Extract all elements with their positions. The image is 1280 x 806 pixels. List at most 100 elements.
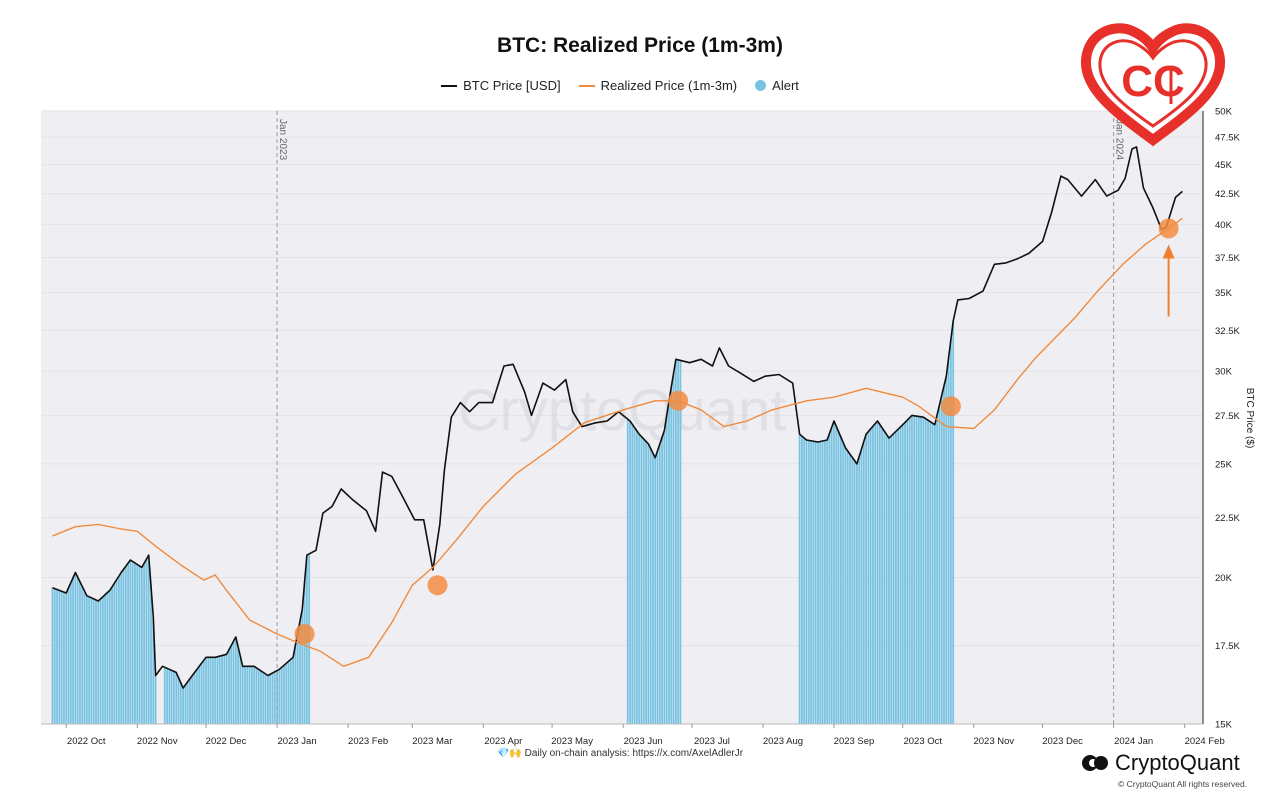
alert-bar — [943, 385, 945, 724]
alert-bar — [894, 431, 897, 724]
alert-bar — [175, 672, 178, 724]
alert-bar — [862, 441, 865, 724]
alert-bar — [122, 569, 125, 724]
legend-item-price[interactable]: BTC Price [USD] — [441, 78, 561, 93]
legend-item-alert[interactable]: Alert — [755, 78, 799, 93]
alert-bar — [85, 595, 88, 724]
alert-bar — [152, 617, 155, 724]
alert-bar — [805, 440, 808, 724]
alert-bar — [53, 588, 56, 724]
alert-bar — [253, 666, 256, 724]
alert-bar — [182, 687, 184, 724]
alert-bar — [260, 670, 262, 724]
alert-bar — [271, 673, 274, 724]
y-tick-label: 20K — [1215, 573, 1233, 584]
alert-bar — [280, 667, 283, 724]
alert-bar — [915, 416, 918, 724]
alert-bar — [812, 441, 815, 724]
alert-bar — [131, 561, 134, 724]
x-tick-label: 2023 Jan — [278, 736, 317, 747]
alert-bar — [234, 636, 237, 724]
alert-bar — [232, 641, 235, 724]
alert-bar — [200, 663, 203, 724]
alert-bar — [173, 671, 175, 724]
alert-bar — [649, 448, 652, 724]
x-tick-label: 2023 Jul — [694, 736, 730, 747]
alert-bar — [189, 678, 191, 724]
footer-note: 💎🙌 Daily on-chain analysis: https://x.co… — [496, 748, 744, 759]
y-tick-label: 37.5K — [1215, 253, 1240, 264]
alert-bar — [170, 670, 173, 724]
alert-bar — [945, 376, 948, 724]
alert-bar — [150, 585, 152, 724]
alert-bar — [952, 321, 955, 724]
alert-bar — [223, 654, 226, 724]
alert-bar — [244, 666, 246, 724]
alert-bar — [193, 672, 196, 724]
alert-bar — [72, 577, 74, 724]
alert-bar — [803, 438, 806, 724]
alert-bar — [225, 654, 228, 724]
alert-bar — [631, 424, 634, 724]
y-tick-label: 30K — [1215, 367, 1233, 378]
alert-bar — [113, 583, 116, 724]
legend-label-price: BTC Price [USD] — [463, 78, 561, 93]
alert-bar — [163, 667, 166, 724]
legend-item-realized[interactable]: Realized Price (1m-3m) — [578, 78, 737, 93]
alert-bar — [67, 587, 70, 724]
alert-bar — [833, 420, 835, 724]
alert-bar — [184, 684, 187, 724]
alert-bar — [147, 555, 150, 724]
x-tick-label: 2024 Jan — [1114, 736, 1153, 747]
alert-bar — [920, 416, 922, 724]
alert-bar — [283, 665, 285, 724]
y-tick-label: 50K — [1215, 107, 1233, 118]
x-tick-label: 2023 Nov — [973, 736, 1014, 747]
annotation-arrow-head — [1162, 244, 1175, 259]
alert-bar — [674, 359, 677, 724]
alert-bar — [658, 443, 661, 724]
alert-bar — [830, 427, 833, 724]
y-tick-label: 27.5K — [1215, 411, 1240, 422]
alert-bar — [647, 443, 650, 724]
alert-bar — [205, 657, 207, 724]
alert-bar — [285, 663, 288, 724]
alert-bar — [860, 448, 863, 724]
crossover-marker — [427, 575, 448, 596]
alert-bar — [883, 431, 886, 724]
plot-background — [41, 111, 1203, 724]
legend: BTC Price [USD] Realized Price (1m-3m) A… — [0, 78, 1240, 93]
alert-bar — [289, 659, 292, 724]
alert-bar — [665, 415, 668, 724]
alert-bar — [74, 572, 77, 724]
crossover-marker — [668, 390, 689, 411]
alert-bar — [814, 441, 817, 724]
y-tick-label: 45K — [1215, 160, 1233, 171]
crossover-marker — [1158, 218, 1179, 239]
alert-bar — [230, 645, 233, 724]
alert-bar — [269, 674, 272, 724]
alert-bar — [63, 592, 65, 724]
alert-bar — [853, 460, 856, 724]
alert-bar — [211, 657, 214, 724]
alert-bar — [118, 576, 120, 724]
alert-bar — [940, 395, 943, 724]
series-line-realized-price — [52, 217, 1183, 667]
y-tick-label: 17.5K — [1215, 641, 1240, 652]
alert-bar — [844, 447, 847, 724]
alert-bar — [301, 609, 304, 724]
x-tick-label: 2023 Oct — [903, 736, 942, 747]
alert-bar — [99, 598, 102, 724]
y-tick-label: 15K — [1215, 720, 1233, 731]
alert-bar — [904, 422, 906, 724]
alert-bar — [656, 450, 659, 724]
x-tick-label: 2023 Feb — [348, 736, 388, 747]
y-tick-label: 40K — [1215, 220, 1233, 231]
alert-bar — [129, 560, 132, 724]
alert-bar — [947, 357, 950, 724]
alert-bar — [872, 426, 874, 724]
alert-bar — [79, 581, 81, 724]
alert-bar — [881, 427, 884, 724]
vline-label: Jan 2024 — [1114, 119, 1125, 161]
